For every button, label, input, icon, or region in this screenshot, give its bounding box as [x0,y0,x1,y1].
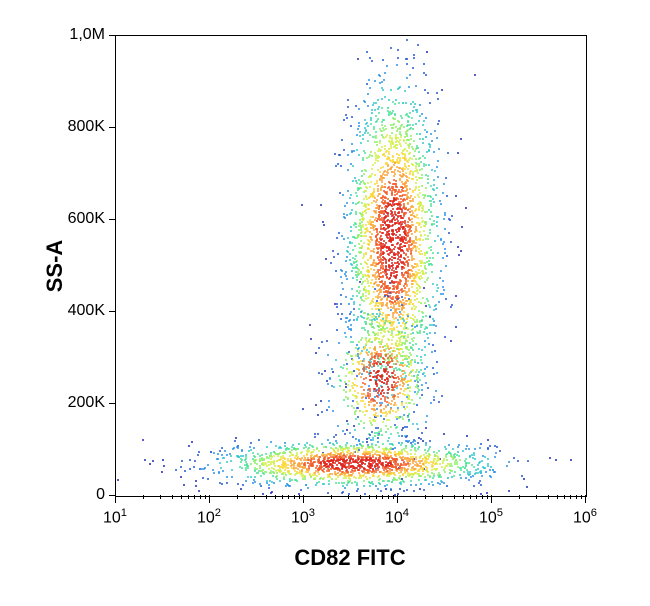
flow-cytometry-plot: SS-A CD82 FITC 0 200K 400K 600K 800K 1,0M 101… [0,0,650,606]
y-tick-label: 1,0M [45,26,105,44]
x-axis-label: CD82 FITC [270,545,430,571]
y-tick-label: 800K [45,118,105,136]
y-tick-label: 200K [45,394,105,412]
x-tick-label: 105 [479,507,503,527]
x-tick-label: 102 [197,507,221,527]
x-tick-label: 106 [573,507,597,527]
x-tick-label: 103 [291,507,315,527]
y-tick-label: 600K [45,210,105,228]
plot-area [115,35,587,497]
x-tick-label: 101 [103,507,127,527]
y-axis-label: SS-A [42,226,68,306]
y-tick-label: 400K [45,302,105,320]
y-tick-label: 0 [45,486,105,504]
x-tick-label: 104 [385,507,409,527]
